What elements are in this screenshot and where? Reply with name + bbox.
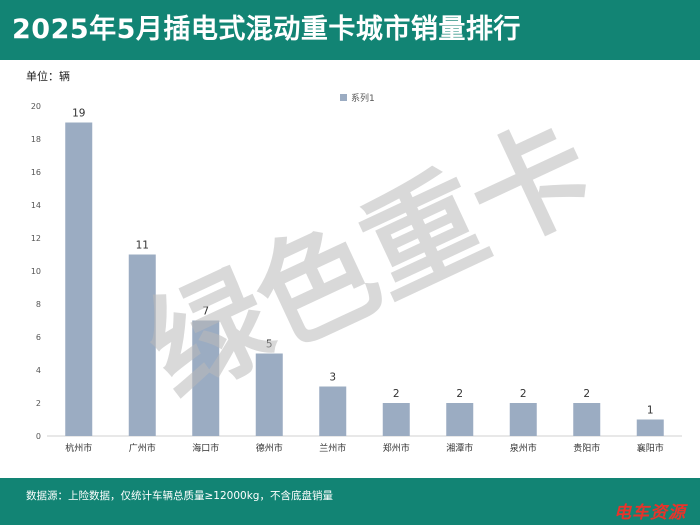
brand-logo: 电车资源 [614, 503, 686, 523]
y-tick-label: 8 [36, 300, 41, 309]
x-tick-label: 郑州市 [383, 442, 410, 454]
bar [509, 403, 537, 436]
bar-value-label: 2 [520, 388, 527, 400]
bar [446, 403, 474, 436]
unit-label: 单位：辆 [26, 70, 70, 83]
legend-swatch [340, 94, 347, 101]
bar-value-label: 1 [647, 405, 654, 417]
x-tick-label: 海口市 [192, 442, 219, 454]
bar [128, 254, 156, 436]
y-tick-label: 10 [31, 267, 41, 276]
x-tick-label: 德州市 [256, 442, 283, 454]
x-tick-label: 湘潭市 [446, 442, 473, 454]
x-tick-label: 兰州市 [319, 442, 346, 454]
y-tick-label: 12 [31, 234, 41, 243]
page-title: 2025年5月插电式混动重卡城市销量排行 [12, 14, 521, 45]
bar [382, 403, 410, 436]
legend-label: 系列1 [351, 92, 375, 104]
bar [65, 122, 93, 436]
y-tick-label: 20 [31, 102, 41, 111]
bar [192, 320, 220, 436]
bar-value-label: 19 [72, 108, 85, 120]
footer-bar: 数据源：上险数据，仅统计车辆总质量≥12000kg，不含底盘销量 电车资源 [0, 478, 700, 525]
bar-value-label: 11 [136, 240, 149, 252]
bar-value-label: 7 [202, 306, 209, 318]
source-note: 数据源：上险数据，仅统计车辆总质量≥12000kg，不含底盘销量 [26, 490, 333, 502]
y-tick-label: 0 [36, 432, 41, 441]
x-tick-label: 杭州市 [65, 442, 92, 454]
bar [573, 403, 601, 436]
y-tick-label: 16 [31, 168, 41, 177]
bar-value-label: 2 [583, 388, 590, 400]
bar-value-label: 2 [393, 388, 400, 400]
bar-value-label: 5 [266, 339, 273, 351]
y-tick-label: 4 [36, 366, 41, 375]
x-tick-label: 贵阳市 [573, 442, 600, 454]
title-banner: 2025年5月插电式混动重卡城市销量排行 [0, 0, 700, 60]
bar-value-label: 2 [456, 388, 463, 400]
x-tick-label: 泉州市 [510, 442, 537, 454]
y-tick-label: 14 [31, 201, 41, 210]
bar [319, 386, 347, 436]
bar-value-label: 3 [329, 372, 336, 384]
y-tick-label: 6 [36, 333, 41, 342]
y-tick-label: 18 [31, 135, 41, 144]
x-tick-label: 广州市 [129, 442, 156, 454]
x-tick-label: 襄阳市 [637, 442, 664, 454]
y-tick-label: 2 [36, 399, 41, 408]
bar [636, 419, 664, 436]
bar [255, 353, 283, 436]
